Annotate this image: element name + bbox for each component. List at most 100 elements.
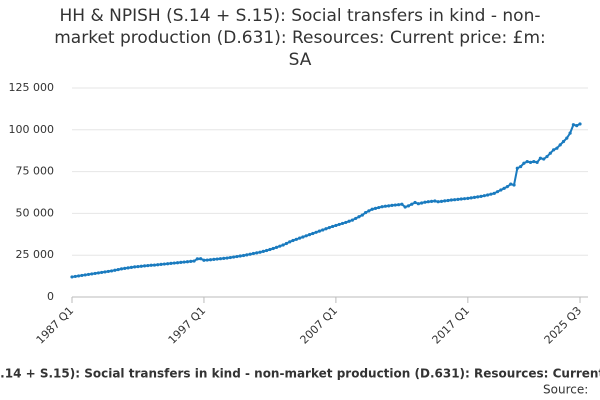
data-point xyxy=(152,263,157,267)
data-point xyxy=(294,237,298,241)
data-point xyxy=(469,196,473,200)
data-point xyxy=(377,205,381,210)
data-point xyxy=(492,191,496,195)
data-point xyxy=(139,264,143,268)
data-point xyxy=(284,241,289,246)
data-point xyxy=(486,193,490,197)
data-point xyxy=(205,258,209,262)
data-point xyxy=(423,200,427,204)
data-point xyxy=(225,256,229,260)
data-point xyxy=(436,200,440,204)
data-point xyxy=(350,218,354,222)
data-point xyxy=(241,253,246,258)
data-point xyxy=(291,238,295,243)
data-point xyxy=(403,205,407,209)
data-point xyxy=(439,199,444,203)
data-point xyxy=(416,202,420,206)
data-point xyxy=(136,264,140,269)
data-point xyxy=(212,257,216,261)
source: Source: xyxy=(543,383,588,397)
data-point xyxy=(202,258,206,262)
data-point xyxy=(502,186,506,190)
data-point xyxy=(281,243,285,247)
data-point xyxy=(274,245,279,249)
data-point xyxy=(459,197,463,201)
data-point xyxy=(83,273,87,277)
data-point xyxy=(330,224,335,229)
data-point xyxy=(255,251,259,255)
data-point xyxy=(561,139,566,144)
data-point xyxy=(93,271,97,276)
data-point xyxy=(456,197,460,201)
data-point xyxy=(218,257,223,261)
x-tick-label: 1997 Q1 xyxy=(166,304,209,347)
data-point xyxy=(519,164,523,169)
data-point xyxy=(261,249,265,253)
data-point xyxy=(100,270,104,275)
data-point xyxy=(113,268,117,272)
data-point xyxy=(199,257,203,261)
data-point xyxy=(509,182,513,186)
data-point xyxy=(522,161,526,165)
data-point xyxy=(360,213,364,217)
data-point xyxy=(321,228,325,232)
data-point xyxy=(268,247,272,252)
data-point xyxy=(248,252,252,256)
data-point xyxy=(344,220,348,225)
data-point xyxy=(406,204,411,208)
y-tick-label: 25 000 xyxy=(16,248,55,261)
data-point xyxy=(558,143,562,147)
data-point xyxy=(317,229,322,233)
data-point xyxy=(396,203,401,207)
x-tick-label: 2007 Q1 xyxy=(298,304,341,347)
data-point xyxy=(238,254,242,258)
data-point xyxy=(387,204,391,208)
data-point xyxy=(228,255,232,260)
chart-title: market production (D.631): Resources: Cu… xyxy=(54,28,546,48)
data-point xyxy=(278,244,282,248)
data-point xyxy=(265,248,269,253)
data-point xyxy=(575,124,579,128)
data-point xyxy=(429,199,434,203)
data-point xyxy=(149,263,153,267)
data-point xyxy=(232,255,236,259)
data-point xyxy=(495,190,500,194)
data-point xyxy=(106,269,110,274)
data-point xyxy=(482,194,486,198)
data-point xyxy=(449,198,453,202)
data-point xyxy=(555,146,559,150)
data-point xyxy=(96,271,100,275)
data-point xyxy=(301,235,305,239)
data-point xyxy=(548,151,552,155)
chart-title: HH & NPISH (S.14 + S.15): Social transfe… xyxy=(60,6,541,26)
data-point xyxy=(311,231,315,236)
data-point xyxy=(578,122,582,126)
data-point xyxy=(133,265,137,269)
data-point xyxy=(545,154,549,159)
data-point xyxy=(525,159,529,164)
data-point xyxy=(443,199,447,203)
data-point xyxy=(73,274,77,279)
data-point xyxy=(172,261,176,265)
data-point xyxy=(76,274,81,278)
data-point xyxy=(413,200,417,205)
data-point xyxy=(129,265,133,270)
x-tick-label: 1987 Q1 xyxy=(34,304,77,347)
y-tick-label: 125 000 xyxy=(9,81,55,94)
data-point xyxy=(70,275,74,279)
data-point xyxy=(90,272,94,276)
data-point xyxy=(400,202,404,206)
y-tick-label: 75 000 xyxy=(16,165,55,178)
data-point xyxy=(446,198,450,203)
caption: HH & NPISH (S.14 + S.15): Social transfe… xyxy=(0,367,600,381)
y-tick-label: 0 xyxy=(47,290,54,303)
y-tick-label: 100 000 xyxy=(9,123,55,136)
data-point xyxy=(179,260,183,264)
data-point xyxy=(169,261,173,265)
data-point xyxy=(571,123,576,127)
data-point xyxy=(532,159,536,164)
chart-title: SA xyxy=(289,50,312,70)
data-point xyxy=(565,136,569,140)
data-point xyxy=(393,203,397,207)
data-point xyxy=(103,270,107,274)
